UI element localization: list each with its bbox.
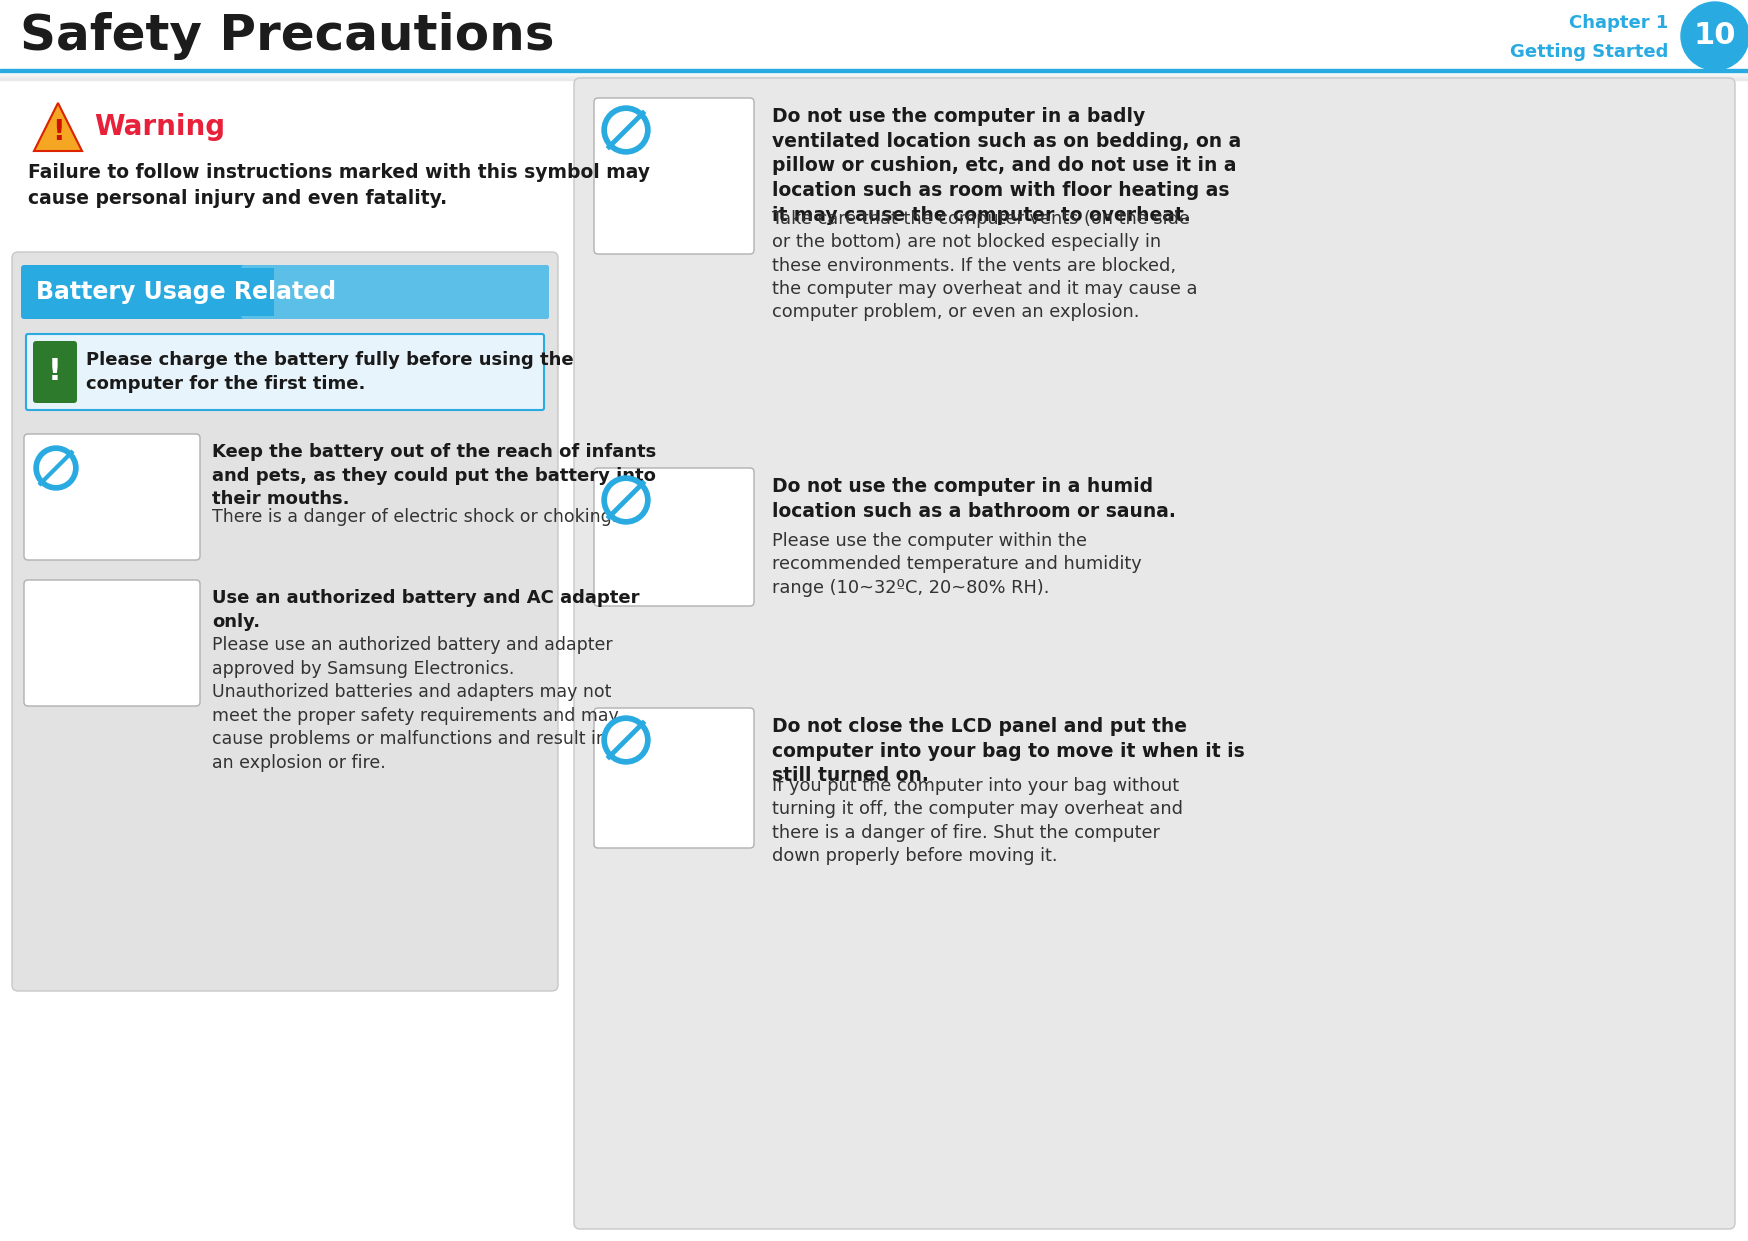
FancyBboxPatch shape — [33, 341, 77, 403]
Polygon shape — [33, 103, 82, 151]
FancyBboxPatch shape — [26, 334, 544, 410]
Circle shape — [33, 446, 79, 490]
Text: Getting Started: Getting Started — [1509, 43, 1668, 61]
Text: Battery Usage Related: Battery Usage Related — [37, 280, 336, 304]
Circle shape — [607, 482, 645, 519]
FancyBboxPatch shape — [12, 252, 558, 992]
FancyBboxPatch shape — [594, 98, 753, 254]
Text: Do not use the computer in a badly
ventilated location such as on bedding, on a
: Do not use the computer in a badly venti… — [771, 107, 1241, 225]
FancyBboxPatch shape — [594, 709, 753, 848]
FancyBboxPatch shape — [24, 580, 199, 706]
Text: Do not close the LCD panel and put the
computer into your bag to move it when it: Do not close the LCD panel and put the c… — [771, 717, 1245, 786]
Text: Please use an authorized battery and adapter
approved by Samsung Electronics.
Un: Please use an authorized battery and ada… — [212, 635, 619, 772]
Text: Warning: Warning — [94, 113, 225, 141]
Text: Please use the computer within the
recommended temperature and humidity
range (1: Please use the computer within the recom… — [771, 532, 1141, 597]
Text: Take care that the computer vents (on the side
or the bottom) are not blocked es: Take care that the computer vents (on th… — [771, 210, 1197, 321]
Circle shape — [601, 105, 650, 154]
Bar — [0, 69, 1748, 72]
FancyBboxPatch shape — [24, 434, 199, 560]
FancyBboxPatch shape — [594, 468, 753, 606]
Text: 10: 10 — [1692, 21, 1736, 51]
Bar — [0, 0, 1748, 72]
Text: Please charge the battery fully before using the
computer for the first time.: Please charge the battery fully before u… — [86, 351, 573, 393]
FancyBboxPatch shape — [573, 78, 1734, 1229]
Text: Safety Precautions: Safety Precautions — [19, 12, 554, 60]
Circle shape — [38, 450, 73, 485]
Text: Failure to follow instructions marked with this symbol may
cause personal injury: Failure to follow instructions marked wi… — [28, 163, 650, 208]
Text: Do not use the computer in a humid
location such as a bathroom or sauna.: Do not use the computer in a humid locat… — [771, 477, 1175, 521]
FancyBboxPatch shape — [21, 266, 549, 319]
Circle shape — [607, 721, 645, 759]
Circle shape — [601, 716, 650, 764]
Circle shape — [607, 110, 645, 149]
Text: Chapter 1: Chapter 1 — [1568, 14, 1668, 32]
Text: !: ! — [47, 357, 61, 386]
Circle shape — [1680, 2, 1748, 69]
Text: Use an authorized battery and AC adapter
only.: Use an authorized battery and AC adapter… — [212, 589, 640, 630]
FancyBboxPatch shape — [24, 268, 274, 316]
Text: Keep the battery out of the reach of infants
and pets, as they could put the bat: Keep the battery out of the reach of inf… — [212, 443, 656, 509]
Circle shape — [601, 477, 650, 524]
FancyBboxPatch shape — [241, 266, 549, 319]
Text: If you put the computer into your bag without
turning it off, the computer may o: If you put the computer into your bag wi… — [771, 777, 1182, 865]
Text: There is a danger of electric shock or choking.: There is a danger of electric shock or c… — [212, 508, 617, 526]
Text: !: ! — [52, 118, 65, 145]
